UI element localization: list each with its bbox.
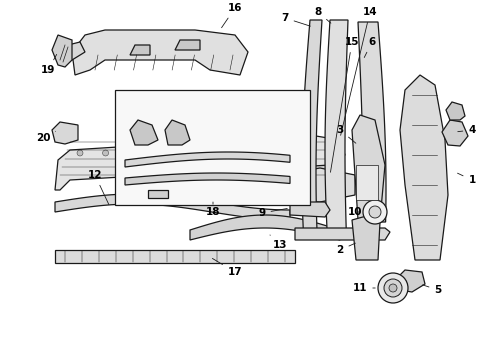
- Text: 10: 10: [348, 207, 362, 217]
- Circle shape: [378, 273, 408, 303]
- Bar: [115, 90, 310, 205]
- Text: 19: 19: [41, 54, 57, 75]
- Polygon shape: [325, 20, 348, 230]
- Circle shape: [384, 279, 402, 297]
- Polygon shape: [352, 215, 380, 260]
- Polygon shape: [190, 215, 340, 240]
- Polygon shape: [72, 30, 248, 75]
- Circle shape: [363, 200, 387, 224]
- Circle shape: [230, 150, 236, 156]
- Polygon shape: [55, 250, 295, 263]
- Polygon shape: [442, 120, 468, 146]
- Polygon shape: [125, 173, 290, 185]
- Text: 18: 18: [206, 202, 220, 217]
- Circle shape: [102, 150, 109, 156]
- Polygon shape: [395, 270, 425, 292]
- Circle shape: [389, 284, 397, 292]
- Circle shape: [128, 150, 134, 156]
- Polygon shape: [52, 35, 72, 67]
- Polygon shape: [125, 152, 290, 167]
- Text: 16: 16: [221, 3, 242, 28]
- Polygon shape: [130, 45, 150, 55]
- Text: 13: 13: [270, 235, 287, 250]
- Text: 5: 5: [423, 285, 441, 295]
- Polygon shape: [165, 120, 190, 145]
- Circle shape: [154, 150, 160, 156]
- Text: 1: 1: [458, 173, 476, 185]
- Text: 3: 3: [336, 125, 356, 143]
- Circle shape: [256, 150, 262, 156]
- Polygon shape: [52, 122, 78, 144]
- Polygon shape: [295, 228, 390, 240]
- Text: 4: 4: [458, 125, 476, 135]
- Polygon shape: [275, 168, 355, 202]
- Text: 2: 2: [336, 243, 355, 255]
- Polygon shape: [65, 42, 85, 60]
- Text: 12: 12: [88, 170, 109, 204]
- Circle shape: [205, 150, 211, 156]
- Polygon shape: [130, 120, 158, 145]
- Polygon shape: [400, 75, 448, 260]
- Text: 6: 6: [364, 37, 376, 58]
- Polygon shape: [352, 115, 385, 220]
- Text: 9: 9: [258, 208, 287, 218]
- Circle shape: [369, 206, 381, 218]
- Text: 7: 7: [281, 13, 310, 26]
- Text: 11: 11: [353, 283, 375, 293]
- Polygon shape: [290, 202, 330, 217]
- Polygon shape: [175, 40, 200, 50]
- Polygon shape: [446, 102, 465, 120]
- Polygon shape: [302, 20, 322, 235]
- Circle shape: [307, 150, 313, 156]
- Polygon shape: [148, 190, 168, 198]
- Polygon shape: [358, 22, 386, 222]
- Polygon shape: [55, 194, 290, 220]
- Text: 8: 8: [315, 7, 331, 23]
- Circle shape: [77, 150, 83, 156]
- Circle shape: [179, 150, 185, 156]
- Text: 17: 17: [212, 258, 243, 277]
- Text: 20: 20: [36, 131, 55, 143]
- Polygon shape: [55, 135, 345, 190]
- Polygon shape: [356, 165, 378, 200]
- Circle shape: [281, 150, 288, 156]
- Text: 15: 15: [330, 37, 359, 172]
- Text: 14: 14: [341, 7, 377, 135]
